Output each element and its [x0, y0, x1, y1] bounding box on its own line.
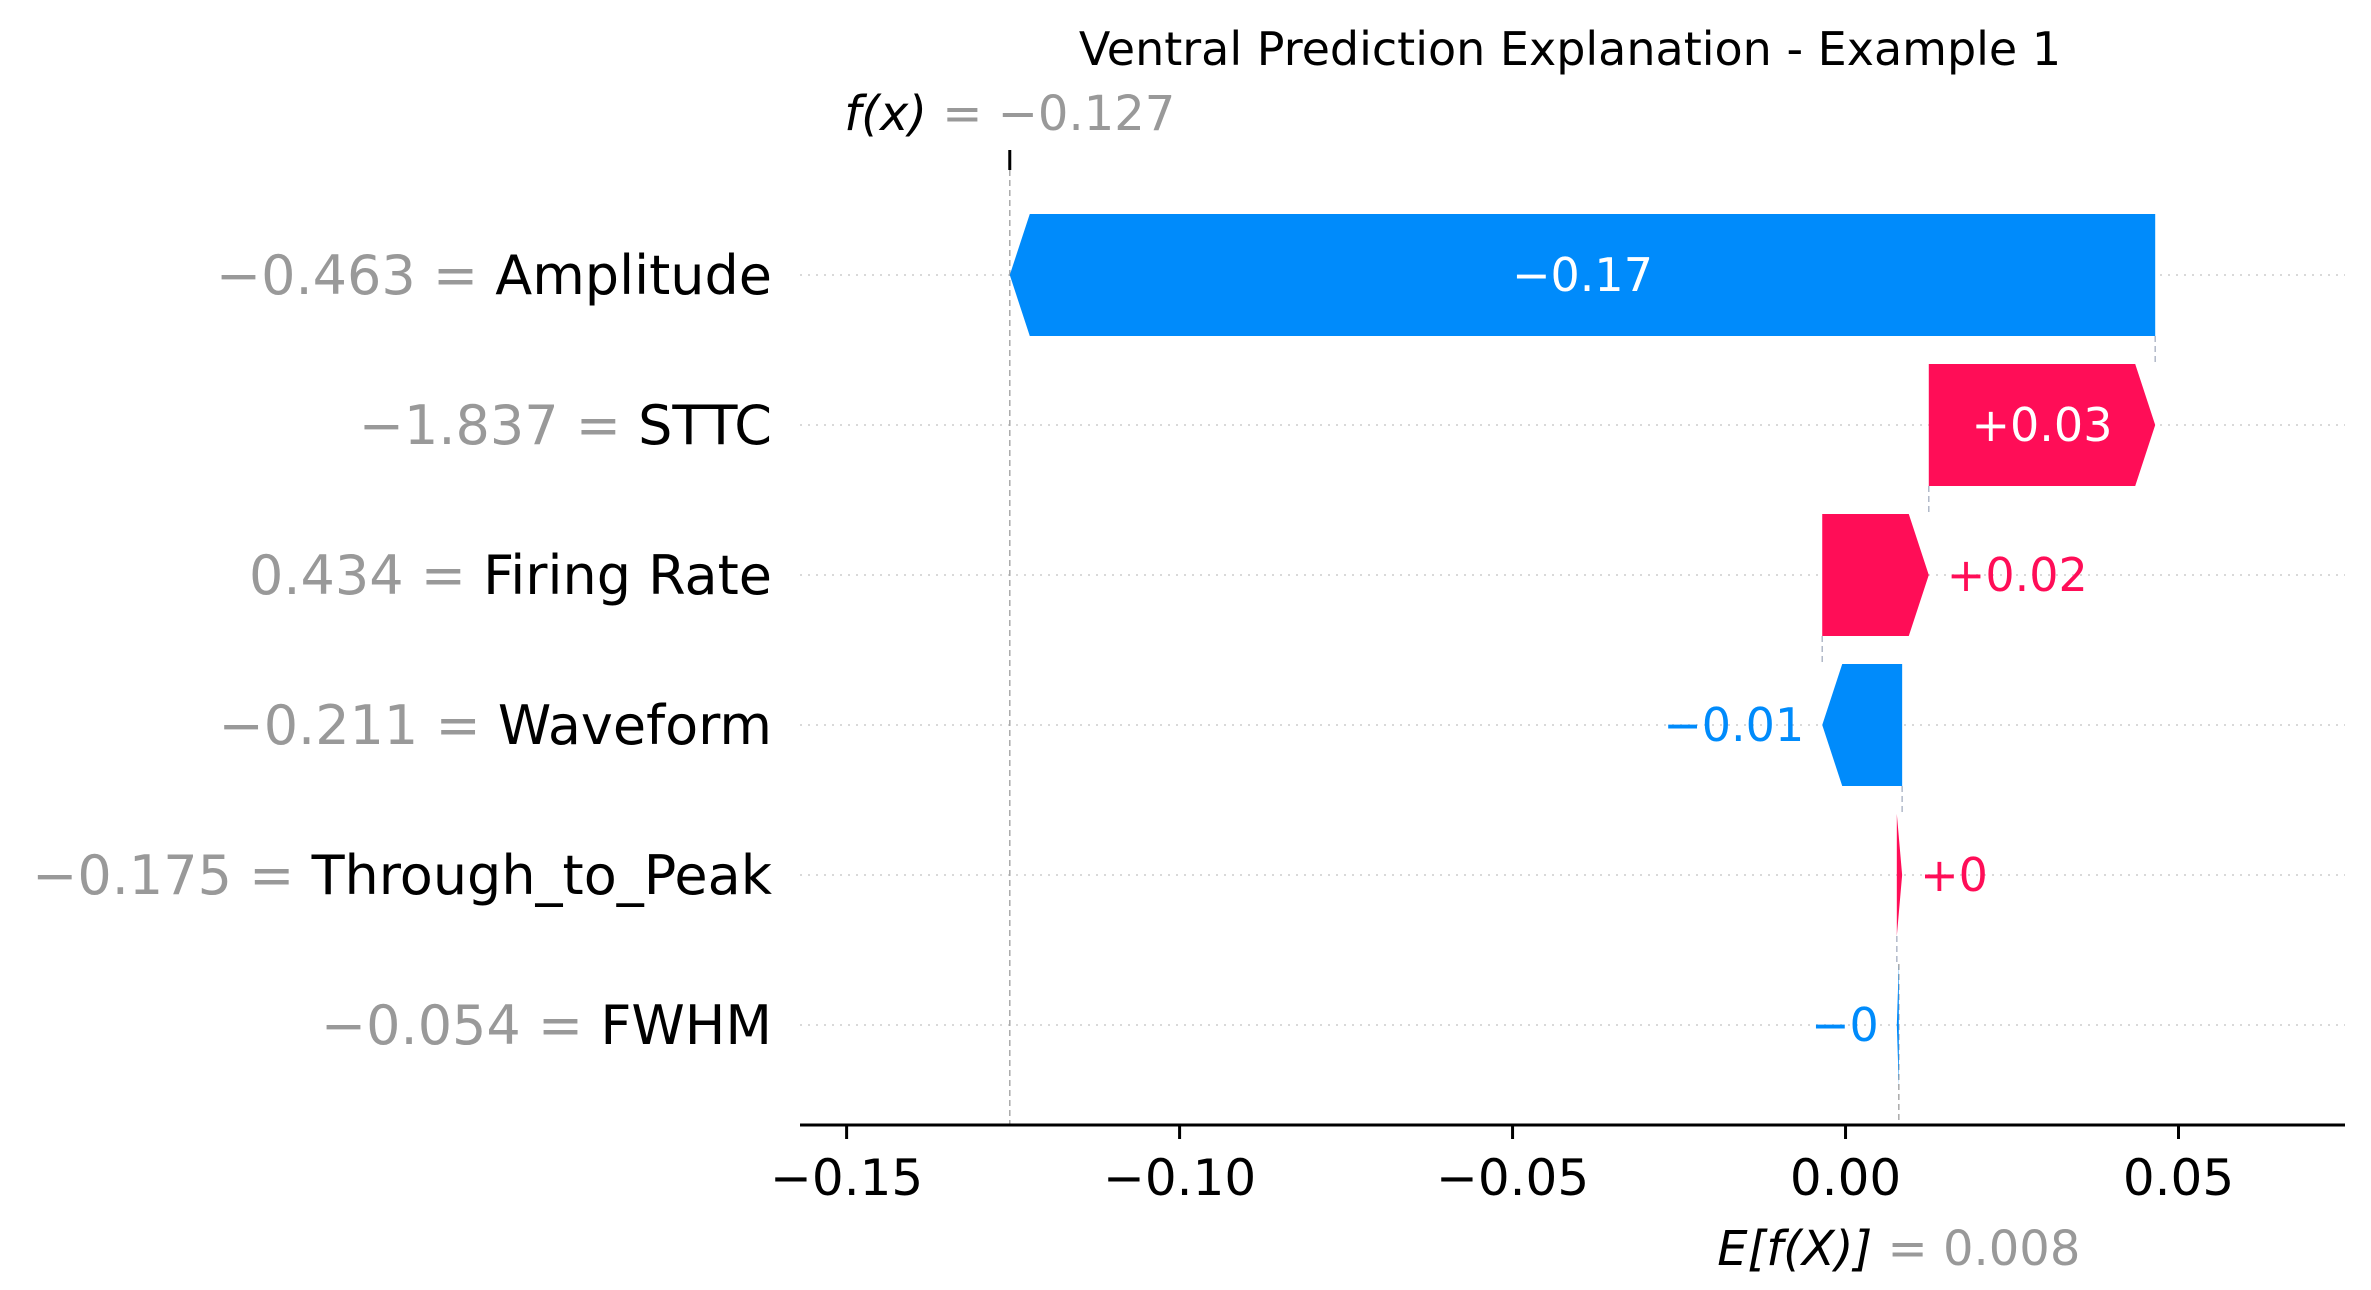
bar-firing-rate [1822, 514, 1929, 636]
feature-label: 0.434 = Firing Rate [249, 544, 772, 607]
feature-label: −0.211 = Waveform [218, 694, 772, 757]
x-tick-label: −0.05 [1436, 1149, 1589, 1207]
feature-label: −0.175 = Through_to_Peak [32, 844, 773, 907]
feature-name: Waveform [498, 694, 772, 757]
expected-label: E[f(X)] = 0.008 [1717, 1221, 2080, 1277]
feature-label: −1.837 = STTC [359, 394, 772, 457]
x-axis: −0.15 −0.10 −0.05 0.00 0.05 [770, 1123, 2345, 1207]
expected-symbol: E[f(X)] [1717, 1221, 1872, 1277]
x-tick-label: −0.15 [770, 1149, 923, 1207]
bar-waveform [1822, 664, 1903, 786]
expected-value: = 0.008 [1872, 1221, 2080, 1277]
feature-name: FWHM [600, 994, 772, 1057]
feature-label: −0.054 = FWHM [321, 994, 772, 1057]
feature-label: −0.463 = Amplitude [216, 244, 772, 307]
bars: −0.17 +0.03 +0.02 −0.01 +0 −0 [1009, 214, 2156, 1086]
x-tick-label: 0.00 [1790, 1149, 1901, 1207]
feature-value: −0.463 = [216, 244, 495, 307]
bar-amplitude [1009, 214, 2156, 336]
fx-value: = −0.127 [927, 86, 1175, 142]
bar-value-label: −0.01 [1663, 698, 1804, 752]
x-tick-label: −0.10 [1103, 1149, 1256, 1207]
bar-through-to-peak [1896, 814, 1903, 936]
feature-labels: −0.463 = Amplitude −1.837 = STTC 0.434 = F… [32, 244, 773, 1057]
feature-value: −0.054 = [321, 994, 600, 1057]
bar-value-label: +0.03 [1972, 398, 2113, 452]
feature-name: Through_to_Peak [311, 844, 773, 907]
bar-value-label: −0 [1811, 998, 1879, 1052]
bar-value-label: +0.02 [1947, 548, 2088, 602]
feature-value: −0.211 = [218, 694, 497, 757]
fx-label: f(x) = −0.127 [844, 86, 1175, 142]
fx-symbol: f(x) [844, 86, 927, 142]
feature-name: STTC [638, 394, 772, 457]
feature-name: Amplitude [495, 244, 772, 307]
feature-value: −1.837 = [359, 394, 638, 457]
bar-fwhm [1896, 964, 1899, 1086]
fx-annotation: f(x) = −0.127 [844, 86, 1175, 142]
bar-value-label: −0.17 [1512, 248, 1653, 302]
expected-value-annotation: E[f(X)] = 0.008 [1717, 1221, 2080, 1277]
x-tick-label: 0.05 [2123, 1149, 2234, 1207]
bar-sttc [1928, 364, 2156, 486]
feature-name: Firing Rate [483, 544, 772, 607]
feature-value: −0.175 = [32, 844, 311, 907]
bar-value-label: +0 [1920, 848, 1988, 902]
feature-value: 0.434 = [249, 544, 483, 607]
chart-title: Ventral Prediction Explanation - Example… [1079, 22, 2061, 76]
